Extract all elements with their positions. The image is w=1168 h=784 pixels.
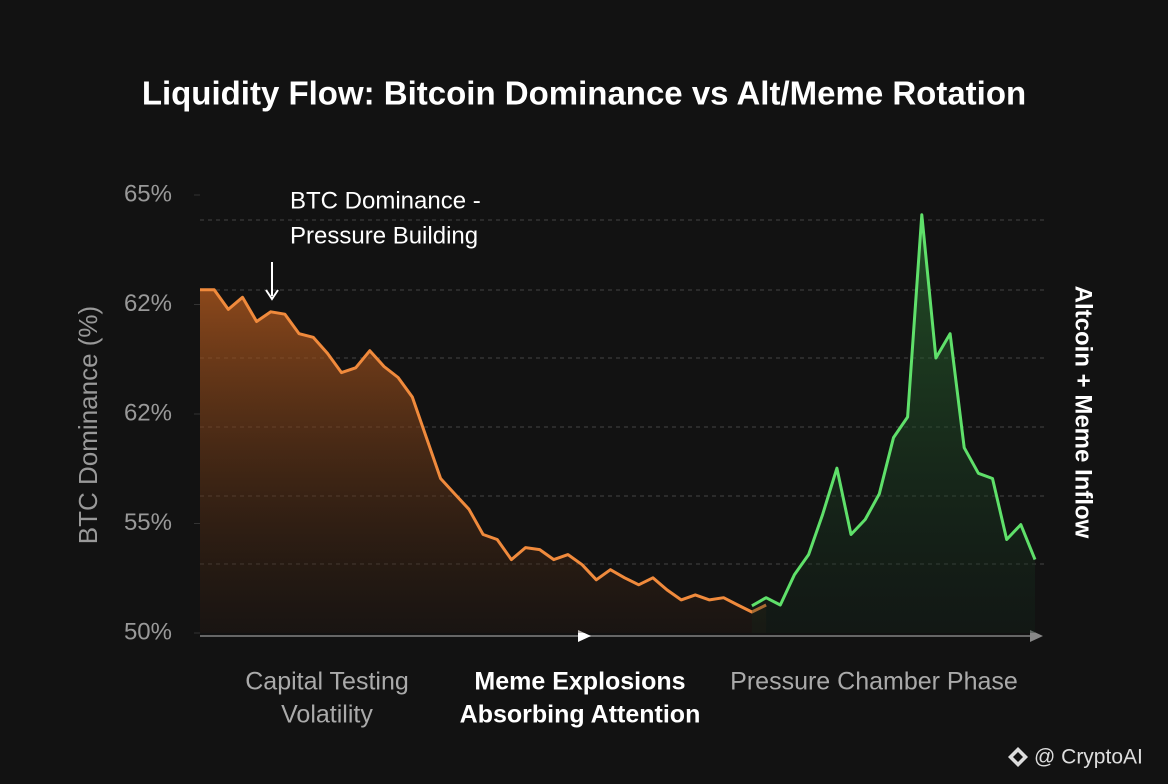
phase-label: Capital Testing [245,668,409,696]
y-tick-label: 62% [124,399,172,426]
area-fill [751,214,1035,634]
watermark: @ CryptoAI [1034,746,1143,769]
phase-label: Volatility [281,701,373,729]
annotation: BTC Dominance - [290,187,481,214]
watermark-icon [1008,747,1028,767]
annotation-arrow [265,289,279,301]
line [751,213,1037,608]
annotation: Pressure Building [290,222,478,249]
y-tick-label: 50% [124,618,172,645]
line [200,288,767,614]
chart-title: Liquidity Flow: Bitcoin Dominance vs Alt… [142,75,1026,112]
y-tick-label: 62% [124,290,172,317]
area-fill [200,289,767,633]
y2-axis-label: Altcoin + Meme Inflow [1070,286,1097,539]
phase-label: Absorbing Attention [460,701,701,729]
y-axis-label: BTC Dominance (%) [73,306,103,544]
phase-label: Pressure Chamber Phase [730,668,1018,696]
y-tick-label: 65% [124,180,172,207]
y-tick-label: 55% [124,509,172,536]
phase-label: Meme Explosions [474,668,685,696]
